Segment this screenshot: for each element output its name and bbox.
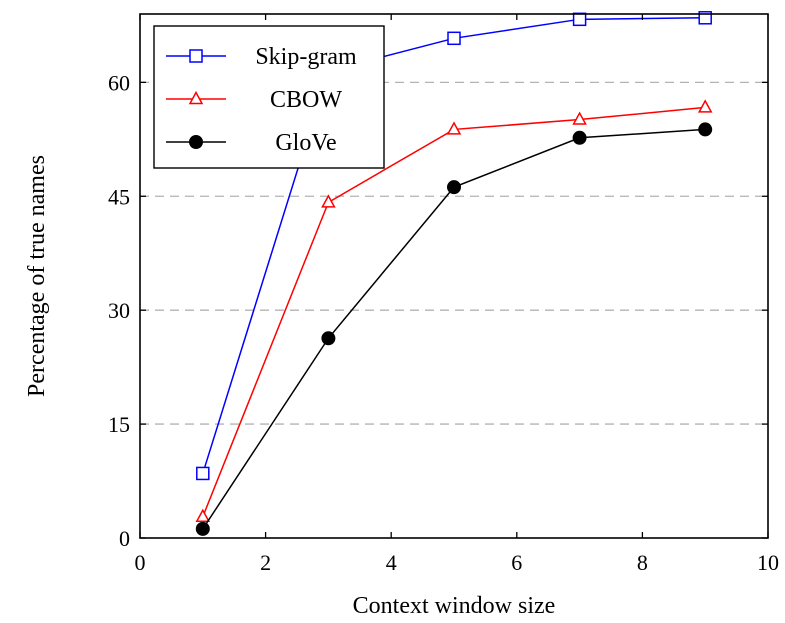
- data-point-skip-gram: [572, 12, 587, 27]
- legend-label-glove: GloVe: [275, 130, 336, 156]
- data-point-glove: [195, 521, 210, 536]
- data-point-skip-gram: [447, 31, 461, 46]
- x-tick-label: 10: [757, 550, 779, 575]
- data-point-cbow: [195, 508, 211, 522]
- y-tick-label: 45: [108, 184, 130, 209]
- y-tick-label: 60: [108, 70, 130, 95]
- data-point-cbow: [321, 194, 336, 208]
- legend-marker-cbow: [188, 90, 204, 105]
- x-tick-label: 8: [637, 550, 648, 575]
- y-tick-label: 0: [119, 526, 130, 551]
- data-point-glove: [447, 180, 461, 195]
- plot-area-frame: [139, 13, 769, 539]
- data-point-glove: [321, 331, 336, 346]
- x-tick-label: 2: [260, 550, 271, 575]
- data-point-cbow: [446, 121, 462, 135]
- x-tick-label: 0: [135, 550, 146, 575]
- series-cbow: [195, 99, 713, 522]
- data-point-glove: [572, 130, 587, 145]
- legend-marker-glove: [189, 135, 203, 149]
- x-tick-label: 6: [511, 550, 522, 575]
- data-point-glove: [698, 122, 713, 137]
- data-point-skip-gram: [196, 466, 210, 481]
- series-line-cbow: [202, 106, 706, 518]
- legend-marker-skip-gram: [189, 49, 203, 63]
- x-tick-label: 4: [386, 550, 397, 575]
- axis-ticks: 0 2 4 6 8 10 0 15 30 45 60: [108, 14, 779, 575]
- data-point-cbow: [697, 99, 713, 113]
- y-axis-title: Percentage of true names: [24, 155, 50, 397]
- y-tick-label: 15: [108, 412, 130, 437]
- legend-label-skip-gram: Skip-gram: [255, 44, 357, 70]
- legend-label-cbow: CBOW: [270, 87, 342, 113]
- y-tick-label: 30: [108, 298, 130, 323]
- x-axis-title: Context window size: [353, 593, 556, 619]
- series-glove: [195, 122, 713, 536]
- legend: Skip-gram CBOW GloVe: [153, 25, 385, 169]
- data-point-cbow: [572, 111, 587, 125]
